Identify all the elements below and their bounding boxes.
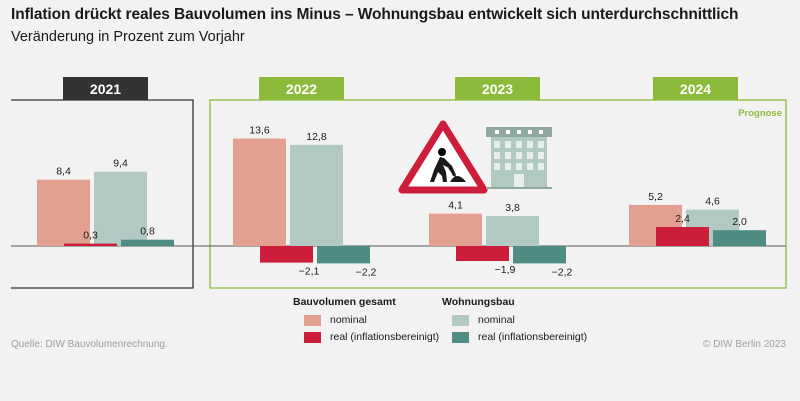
bar-bau-real-2024: [656, 227, 709, 246]
building-window: [505, 163, 511, 170]
copyright-note: © DIW Berlin 2023: [703, 339, 786, 350]
building-window: [527, 163, 533, 170]
building-window: [538, 163, 544, 170]
source-note: Quelle: DIW Bauvolumenrechnung.: [11, 339, 168, 350]
building-window: [505, 141, 511, 148]
data-label-bau-nominal-2022: 13,6: [249, 125, 270, 137]
roof-window: [495, 130, 499, 134]
building-window: [538, 152, 544, 159]
legend-swatch: [452, 314, 469, 326]
legend-swatch: [304, 314, 321, 326]
apartment-building-icon: [486, 127, 552, 189]
bar-wohn-nominal-2022: [290, 144, 343, 246]
legend-label: nominal: [478, 314, 515, 326]
worker-head: [438, 148, 446, 156]
legend-item-wohn-real: real (inflationsbereinigt): [452, 331, 587, 343]
road-works-sign-icon: [398, 120, 488, 194]
year-label-2022: 2022: [286, 81, 317, 97]
legend-item-bau-nominal: nominal: [304, 314, 367, 326]
legend-group-wohnungsbau-title: Wohnungsbau: [442, 296, 515, 308]
road-works-sign-border: [398, 120, 488, 194]
year-label-2024: 2024: [680, 81, 711, 97]
bar-wohn-nominal-2023: [486, 215, 539, 246]
data-label-bau-nominal-2021: 8,4: [56, 166, 71, 178]
building-window: [494, 141, 500, 148]
year-box-2023: [455, 77, 540, 100]
year-box-2024: [653, 77, 738, 100]
building-window: [516, 163, 522, 170]
data-label-wohn-nominal-2024: 4,6: [705, 196, 720, 208]
data-label-bau-nominal-2023: 4,1: [448, 200, 463, 212]
chart-title: Inflation drückt reales Bauvolumen ins M…: [11, 6, 739, 23]
roof-window: [506, 130, 510, 134]
roof-window: [539, 130, 543, 134]
legend-swatch: [304, 331, 321, 343]
year-label-2023: 2023: [482, 81, 513, 97]
data-label-wohn-real-2021: 0,8: [140, 226, 155, 238]
bar-bau-nominal-2021: [37, 179, 90, 246]
roof-window: [517, 130, 521, 134]
roof-window: [528, 130, 532, 134]
data-label-bau-real-2021: 0,3: [83, 230, 98, 242]
building-window: [538, 141, 544, 148]
bar-wohn-real-2024: [713, 230, 766, 246]
year-box-2021: [63, 77, 148, 100]
shovel: [448, 167, 459, 181]
bar-bau-real-2022: [260, 246, 313, 263]
bar-bau-nominal-2023: [429, 213, 482, 246]
legend-label: nominal: [330, 314, 367, 326]
data-label-bau-real-2023: −1,9: [495, 264, 516, 276]
building-window: [494, 163, 500, 170]
bar-bau-real-2021: [64, 243, 117, 246]
data-label-wohn-nominal-2022: 12,8: [306, 131, 327, 143]
bar-wohn-real-2022: [317, 246, 370, 264]
legend-item-wohn-nominal: nominal: [452, 314, 515, 326]
legend-label: real (inflationsbereinigt): [330, 331, 440, 343]
data-label-wohn-real-2022: −2,2: [356, 266, 377, 278]
legend-label: real (inflationsbereinigt): [478, 331, 588, 343]
data-label-wohn-nominal-2021: 9,4: [113, 158, 128, 170]
worker-body: [430, 157, 456, 182]
bar-wohn-real-2023: [513, 246, 566, 264]
building-window: [516, 152, 522, 159]
building-window: [527, 141, 533, 148]
building-window: [516, 141, 522, 148]
legend-item-bau-real: real (inflationsbereinigt): [304, 331, 439, 343]
data-label-wohn-real-2024: 2,0: [732, 216, 747, 228]
bar-wohn-nominal-2021: [94, 171, 147, 246]
legend-swatch: [452, 331, 469, 343]
legend-group-bauvolumen-title: Bauvolumen gesamt: [293, 296, 396, 308]
building-window: [505, 152, 511, 159]
chart-subtitle: Veränderung in Prozent zum Vorjahr: [11, 29, 245, 45]
bar-bau-real-2023: [456, 246, 509, 262]
building-window: [527, 152, 533, 159]
bar-wohn-real-2021: [121, 239, 174, 246]
data-label-bau-real-2022: −2,1: [299, 266, 320, 278]
data-label-bau-nominal-2024: 5,2: [648, 191, 663, 203]
building-door: [514, 174, 524, 188]
year-box-2022: [259, 77, 344, 100]
building-window: [494, 152, 500, 159]
bar-bau-nominal-2022: [233, 138, 286, 246]
data-label-wohn-nominal-2023: 3,8: [505, 202, 520, 214]
year-label-2021: 2021: [90, 81, 121, 97]
data-label-bau-real-2024: 2,4: [675, 213, 690, 225]
forecast-label: Prognose: [738, 108, 782, 119]
data-label-wohn-real-2023: −2,2: [552, 266, 573, 278]
